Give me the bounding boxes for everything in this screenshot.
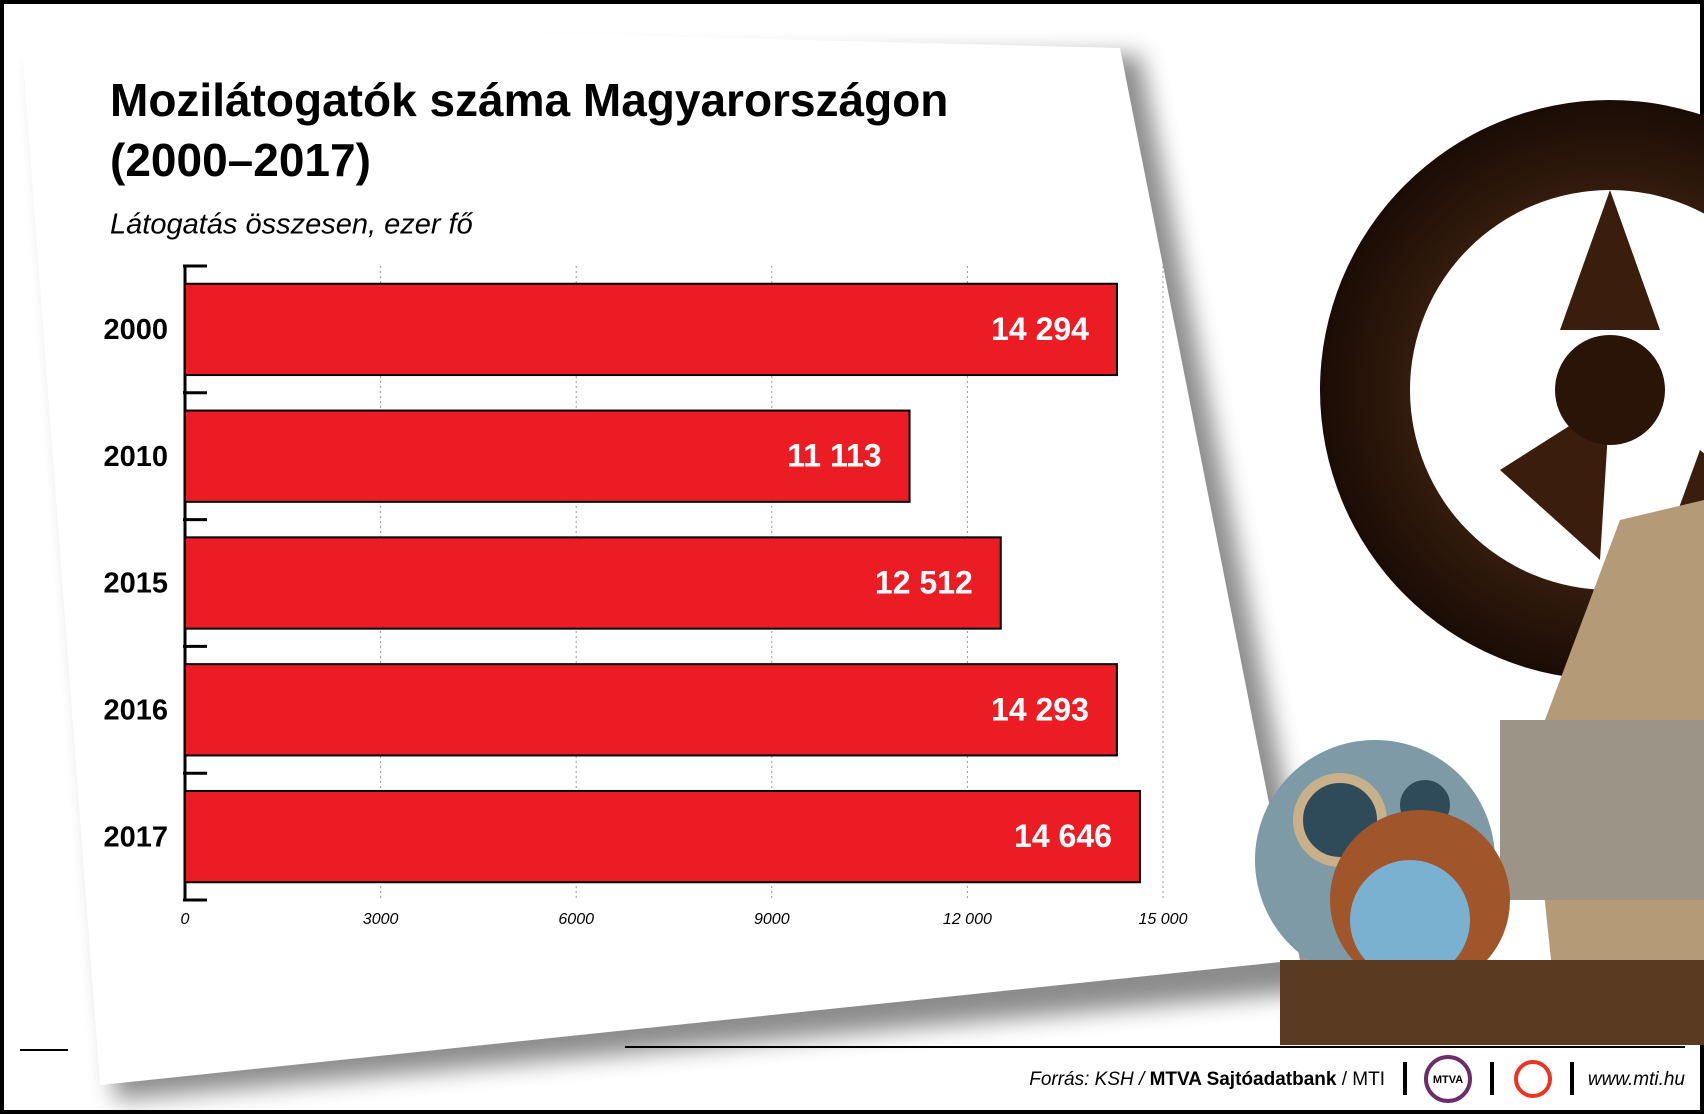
source-bold: MTVA Sajtóadatbank (1150, 1069, 1337, 1090)
chart-title: Mozilátogatók száma Magyarországon (110, 74, 948, 126)
source-suffix: / MTI (1342, 1069, 1385, 1090)
y-tick-label: 2017 (103, 821, 168, 853)
x-tick-label: 6000 (558, 911, 594, 928)
x-tick-label: 3000 (363, 911, 399, 928)
bar (184, 282, 1118, 377)
x-tick-label: 12 000 (943, 911, 992, 928)
y-tick-label: 2015 (103, 568, 168, 600)
x-tick-label: 9000 (754, 911, 790, 928)
y-tick-label: 2010 (103, 441, 168, 473)
bar (184, 536, 1002, 630)
x-tick-label: 15 000 (1139, 911, 1188, 928)
bar (184, 409, 911, 503)
value-label: 14 294 (991, 311, 1089, 347)
bar (184, 789, 1141, 884)
logo-text: MTVA (1433, 1074, 1463, 1086)
value-label: 11 113 (787, 438, 881, 474)
y-tick-label: 2016 (103, 694, 168, 726)
website: www.mti.hu (1588, 1069, 1686, 1090)
source: Forrás: KSH / MTVA Sajtóadatbank / MTI (1029, 1069, 1385, 1090)
chart-title: (2000–2017) (110, 134, 371, 186)
projector-image (1255, 100, 1704, 1045)
logo (1424, 1055, 1472, 1103)
value-label: 12 512 (875, 564, 973, 600)
source-prefix: Forrás: KSH / (1029, 1069, 1146, 1090)
value-label: 14 293 (991, 691, 1089, 727)
logo (1514, 1060, 1552, 1098)
value-label: 14 646 (1014, 818, 1112, 854)
chart-subtitle: Látogatás összesen, ezer fő (110, 209, 474, 241)
y-tick-label: 2000 (103, 314, 168, 346)
x-tick-label: 0 (181, 911, 190, 928)
bar (184, 663, 1118, 757)
